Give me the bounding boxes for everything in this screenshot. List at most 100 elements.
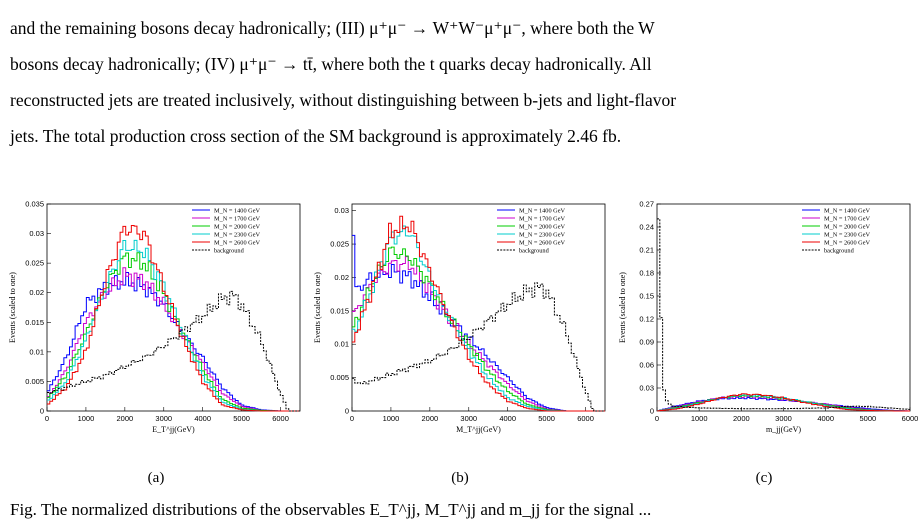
x-tick-label: 4000 xyxy=(817,414,834,423)
x-tick-label: 1000 xyxy=(691,414,708,423)
legend-label: M_N = 2300 GeV xyxy=(519,231,566,238)
x-tick-label: 2000 xyxy=(733,414,750,423)
legend-label: background xyxy=(824,247,855,254)
series-line xyxy=(352,234,605,412)
y-tick-label: 0.03 xyxy=(29,229,44,238)
figure-a: 0 1000 2000 3000 4000 5000 6000 0 0.005 0.01 0.015… xyxy=(5,196,305,446)
figure-b: 0 1000 2000 3000 4000 5000 6000 0 0.005 0.01 0.015… xyxy=(310,196,610,446)
series-line xyxy=(47,225,300,412)
y-axis-label: Events (scaled to one) xyxy=(618,272,627,343)
series-line xyxy=(352,225,605,412)
legend-label: M_N = 2600 GeV xyxy=(214,239,261,246)
series-line xyxy=(352,282,605,412)
plot-frame xyxy=(46,203,301,412)
y-tick-label: 0 xyxy=(650,407,654,416)
series-line xyxy=(47,267,300,412)
x-tick-label: 4000 xyxy=(194,414,211,423)
legend-label: M_N = 2000 GeV xyxy=(824,223,871,230)
series-line xyxy=(47,272,300,412)
y-tick-label: 0.005 xyxy=(330,373,349,382)
legend-label: M_N = 2000 GeV xyxy=(519,223,566,230)
legend-label: M_N = 1400 GeV xyxy=(214,207,261,214)
caption-a: (a) xyxy=(147,470,165,486)
legend-label: M_N = 1400 GeV xyxy=(519,207,566,214)
legend-label: background xyxy=(519,247,550,254)
x-tick-label: 1000 xyxy=(383,414,400,423)
y-tick-label: 0.03 xyxy=(334,206,349,215)
caption-c: (c) xyxy=(755,470,773,486)
legend-label: M_N = 2300 GeV xyxy=(824,231,871,238)
series-line xyxy=(47,252,300,412)
chart-b: 0 1000 2000 3000 4000 5000 6000 0 0.005 0.01 0.015… xyxy=(313,203,606,434)
y-axis-label: Events (scaled to one) xyxy=(313,272,322,343)
y-tick-label: 0.01 xyxy=(29,347,44,356)
chart-a: 0 1000 2000 3000 4000 5000 6000 0 0.005 0.01 0.015… xyxy=(8,200,301,434)
x-tick-label: 4000 xyxy=(499,414,516,423)
y-tick-label: 0.035 xyxy=(25,200,44,209)
body-paragraph: and the remaining bosons decay hadronica… xyxy=(10,10,912,154)
caption-b: (b) xyxy=(451,470,469,486)
y-tick-label: 0 xyxy=(40,407,44,416)
y-tick-label: 0 xyxy=(345,407,349,416)
y-tick-label: 0.025 xyxy=(330,240,349,249)
paragraph-line: bosons decay hadronically; (IV) μ⁺μ⁻ → t… xyxy=(10,54,652,74)
y-tick-label: 0.015 xyxy=(25,318,44,327)
series-line xyxy=(47,239,300,412)
x-axis-label: E_T^jj(GeV) xyxy=(152,425,195,434)
figure-caption-text: Fig. The normalized distributions of the… xyxy=(10,500,652,519)
x-tick-label: 6000 xyxy=(902,414,919,423)
x-tick-label: 5000 xyxy=(233,414,250,423)
series-line xyxy=(47,290,300,412)
series-line xyxy=(352,215,605,412)
legend-label: M_N = 1700 GeV xyxy=(519,215,566,222)
y-tick-label: 0.21 xyxy=(639,246,654,255)
y-tick-label: 0.06 xyxy=(639,361,654,370)
x-tick-label: 6000 xyxy=(577,414,594,423)
legend-label: M_N = 1700 GeV xyxy=(214,215,261,222)
series-line xyxy=(352,246,605,412)
chart-c: 0 1000 2000 3000 4000 5000 6000 0 0.03 0.06 0.09 0.… xyxy=(618,200,918,435)
x-tick-label: 2000 xyxy=(117,414,134,423)
x-tick-label: 3000 xyxy=(155,414,172,423)
paragraph-line: and the remaining bosons decay hadronica… xyxy=(10,18,655,38)
figure-c: 0 1000 2000 3000 4000 5000 6000 0 0.03 0.06 0.09 0.… xyxy=(615,196,918,446)
y-tick-label: 0.27 xyxy=(639,200,654,209)
plot-frame xyxy=(351,203,606,412)
x-tick-label: 5000 xyxy=(859,414,876,423)
x-tick-label: 0 xyxy=(350,414,354,423)
x-axis-label: M_T^jj(GeV) xyxy=(456,425,501,434)
y-tick-label: 0.01 xyxy=(334,340,349,349)
legend-label: M_N = 1400 GeV xyxy=(824,207,871,214)
x-tick-label: 6000 xyxy=(272,414,289,423)
x-tick-label: 0 xyxy=(45,414,49,423)
y-tick-label: 0.02 xyxy=(334,273,349,282)
x-tick-label: 1000 xyxy=(78,414,95,423)
x-axis-label: m_jj(GeV) xyxy=(766,425,801,434)
legend-label: M_N = 2600 GeV xyxy=(519,239,566,246)
y-tick-label: 0.005 xyxy=(25,377,44,386)
y-tick-label: 0.015 xyxy=(330,306,349,315)
y-tick-label: 0.18 xyxy=(639,269,654,278)
x-tick-label: 3000 xyxy=(775,414,792,423)
series-line xyxy=(352,256,605,412)
x-tick-label: 5000 xyxy=(538,414,555,423)
x-tick-label: 0 xyxy=(655,414,659,423)
plot-frame xyxy=(656,203,911,412)
y-tick-label: 0.15 xyxy=(639,292,654,301)
paragraph-line: reconstructed jets are treated inclusive… xyxy=(10,90,677,110)
y-tick-label: 0.24 xyxy=(639,223,654,232)
legend-label: background xyxy=(214,247,245,254)
legend-label: M_N = 2000 GeV xyxy=(214,223,261,230)
y-tick-label: 0.09 xyxy=(639,338,654,347)
y-tick-label: 0.02 xyxy=(29,288,44,297)
y-tick-label: 0.025 xyxy=(25,259,44,268)
x-tick-label: 3000 xyxy=(460,414,477,423)
legend-label: M_N = 2600 GeV xyxy=(824,239,871,246)
y-tick-label: 0.12 xyxy=(639,315,654,324)
y-axis-label: Events (scaled to one) xyxy=(8,272,17,343)
x-tick-label: 2000 xyxy=(422,414,439,423)
y-tick-label: 0.03 xyxy=(639,384,654,393)
series-line xyxy=(657,393,910,412)
paragraph-line: jets. The total production cross section… xyxy=(10,126,622,146)
series-line xyxy=(657,218,910,410)
